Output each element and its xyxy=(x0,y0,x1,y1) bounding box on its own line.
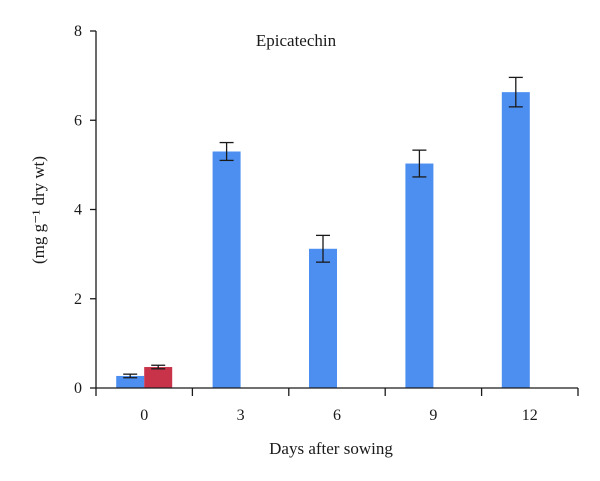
bar-3-series-1 xyxy=(212,151,241,388)
bars-group xyxy=(116,92,530,388)
y-axis-title: (mg g⁻¹ dry wt) xyxy=(29,156,48,264)
y-tick-label-8: 8 xyxy=(74,23,82,40)
x-tick-label-0: 0 xyxy=(140,407,148,424)
x-tick-label-3: 3 xyxy=(237,407,245,424)
bar-9-series-1 xyxy=(405,163,434,388)
x-tick-label-9: 9 xyxy=(429,407,437,424)
ticks-group: 0 3 6 9 12 0 2 4 6 8 xyxy=(74,23,538,424)
bar-6-series-1 xyxy=(309,248,337,388)
error-bars-group xyxy=(123,76,523,379)
y-tick-label-2: 2 xyxy=(74,291,82,308)
y-tick-label-6: 6 xyxy=(74,112,82,129)
x-axis-title: Days after sowing xyxy=(269,439,393,458)
axes-group xyxy=(90,30,579,396)
x-tick-label-6: 6 xyxy=(333,407,341,424)
x-tick-label-12: 12 xyxy=(522,407,538,424)
y-tick-label-0: 0 xyxy=(74,380,82,397)
bar-0-series-1 xyxy=(116,375,145,388)
bar-0-series-2 xyxy=(144,367,173,388)
y-tick-label-4: 4 xyxy=(74,202,82,219)
bar-12-series-1 xyxy=(501,92,530,388)
chart-title: Epicatechin xyxy=(256,31,337,50)
